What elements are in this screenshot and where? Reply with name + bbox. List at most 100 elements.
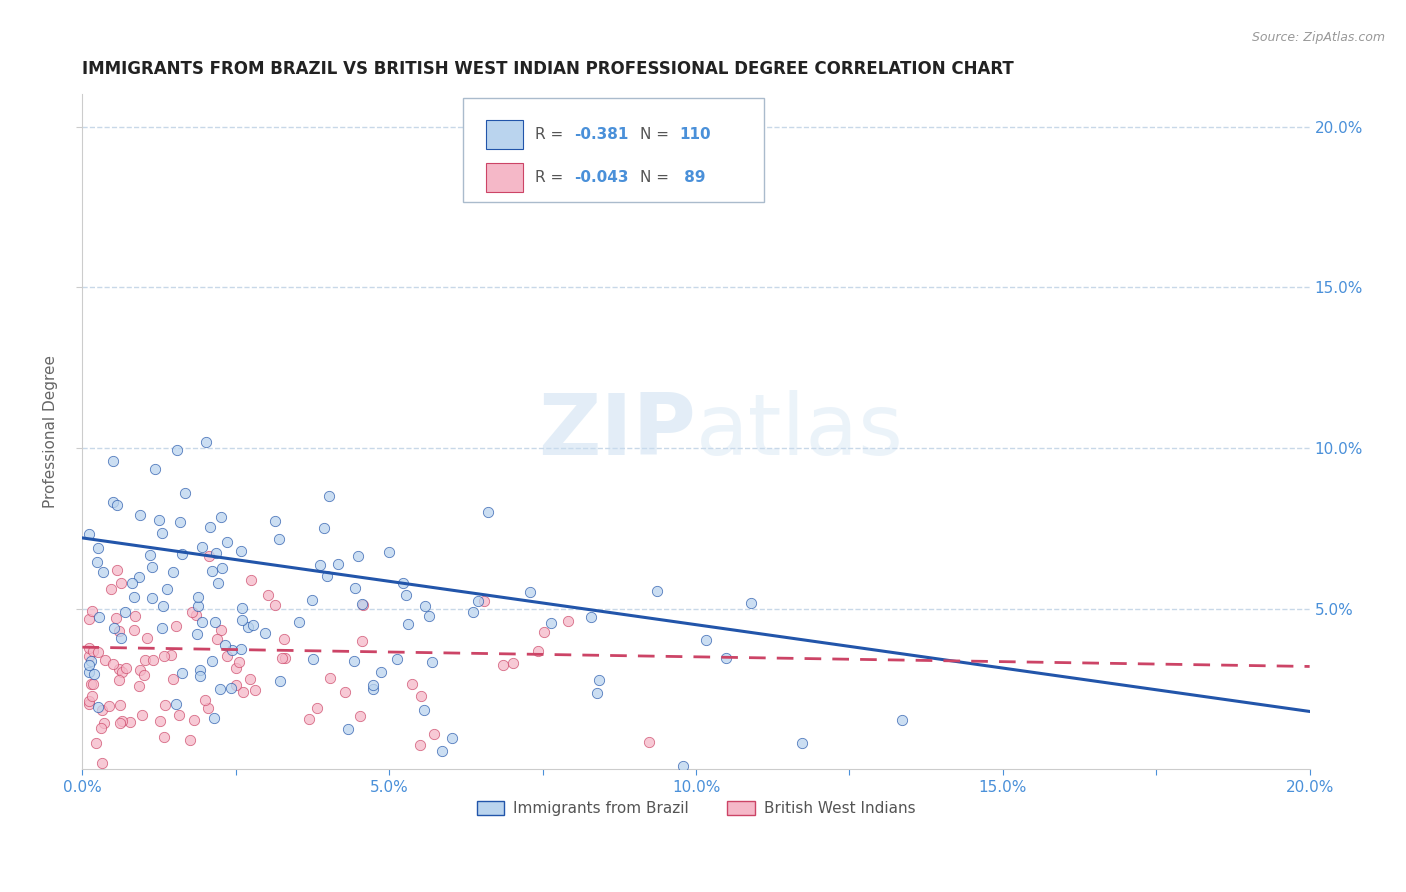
Point bbox=[264, 514, 287, 528]
Point bbox=[441, 731, 464, 745]
Point bbox=[361, 681, 384, 696]
Point bbox=[110, 631, 132, 645]
Point bbox=[77, 658, 100, 673]
Point bbox=[93, 653, 115, 667]
Point bbox=[134, 653, 156, 667]
Point bbox=[229, 544, 252, 558]
Point bbox=[179, 732, 201, 747]
Point bbox=[557, 614, 579, 628]
Point bbox=[432, 744, 454, 758]
Point bbox=[418, 609, 440, 624]
Point bbox=[97, 699, 120, 714]
Point bbox=[197, 701, 219, 715]
Point bbox=[214, 639, 236, 653]
Point bbox=[87, 541, 110, 556]
Point bbox=[228, 655, 250, 669]
Point bbox=[391, 576, 413, 591]
Point bbox=[792, 736, 814, 750]
Point bbox=[527, 644, 550, 658]
Point bbox=[77, 694, 100, 708]
Point bbox=[245, 683, 267, 698]
Point bbox=[91, 703, 114, 717]
Point bbox=[150, 525, 173, 540]
Bar bbox=[486, 163, 523, 192]
Point bbox=[108, 624, 131, 638]
Point bbox=[477, 505, 499, 519]
Point bbox=[352, 597, 374, 611]
Point bbox=[108, 673, 131, 688]
Point bbox=[271, 651, 294, 665]
Point bbox=[378, 544, 401, 558]
Point bbox=[115, 661, 138, 675]
Point bbox=[307, 700, 329, 714]
Point bbox=[401, 677, 423, 691]
Point bbox=[586, 685, 609, 699]
Point bbox=[132, 668, 155, 682]
Text: atlas: atlas bbox=[696, 391, 904, 474]
Point bbox=[186, 590, 208, 604]
Text: ZIP: ZIP bbox=[538, 391, 696, 474]
Point bbox=[131, 708, 153, 723]
Point bbox=[238, 620, 260, 634]
Point bbox=[124, 608, 146, 623]
Point bbox=[413, 703, 436, 717]
Point bbox=[145, 462, 167, 476]
Point bbox=[423, 727, 446, 741]
Point bbox=[309, 558, 332, 573]
Point bbox=[170, 665, 193, 680]
Point bbox=[186, 599, 208, 614]
Point bbox=[225, 678, 247, 692]
Point bbox=[77, 640, 100, 655]
Point bbox=[105, 498, 128, 512]
Point bbox=[111, 665, 134, 679]
Point bbox=[274, 650, 297, 665]
Point bbox=[533, 624, 555, 639]
Point bbox=[672, 759, 695, 773]
Point bbox=[121, 575, 143, 590]
Point bbox=[217, 534, 239, 549]
Point bbox=[540, 616, 562, 631]
Point bbox=[183, 714, 205, 728]
Point bbox=[318, 671, 340, 685]
Bar bbox=[486, 120, 523, 149]
Point bbox=[219, 681, 242, 695]
Text: R =: R = bbox=[536, 170, 568, 185]
Point bbox=[166, 442, 188, 457]
Text: IMMIGRANTS FROM BRAZIL VS BRITISH WEST INDIAN PROFESSIONAL DEGREE CORRELATION CH: IMMIGRANTS FROM BRAZIL VS BRITISH WEST I… bbox=[83, 60, 1014, 78]
Point bbox=[318, 490, 340, 504]
Point bbox=[105, 563, 128, 577]
Point bbox=[77, 612, 100, 626]
Point bbox=[253, 625, 276, 640]
Legend: Immigrants from Brazil, British West Indians: Immigrants from Brazil, British West Ind… bbox=[471, 795, 921, 822]
Point bbox=[135, 631, 157, 645]
Point bbox=[350, 634, 373, 648]
Point bbox=[152, 599, 174, 614]
Point bbox=[195, 434, 218, 449]
Point bbox=[395, 588, 418, 602]
Point bbox=[141, 560, 163, 574]
Point bbox=[111, 714, 134, 728]
Point bbox=[80, 604, 103, 618]
Point bbox=[101, 495, 124, 509]
Point bbox=[201, 654, 224, 668]
Point bbox=[77, 697, 100, 711]
Point bbox=[463, 606, 485, 620]
Point bbox=[204, 615, 226, 629]
Point bbox=[104, 611, 127, 625]
Text: -0.043: -0.043 bbox=[575, 170, 628, 185]
Y-axis label: Professional Degree: Professional Degree bbox=[44, 355, 58, 508]
Point bbox=[645, 583, 668, 598]
Point bbox=[110, 698, 132, 713]
Point bbox=[198, 520, 221, 534]
Point bbox=[352, 598, 374, 612]
Point bbox=[86, 736, 108, 750]
Point bbox=[312, 521, 335, 535]
Point bbox=[83, 666, 105, 681]
Text: -0.381: -0.381 bbox=[575, 127, 628, 142]
Point bbox=[420, 655, 443, 669]
Point bbox=[221, 643, 243, 657]
Point bbox=[231, 600, 253, 615]
Point bbox=[110, 715, 132, 730]
Point bbox=[467, 593, 489, 607]
Point bbox=[370, 665, 392, 679]
